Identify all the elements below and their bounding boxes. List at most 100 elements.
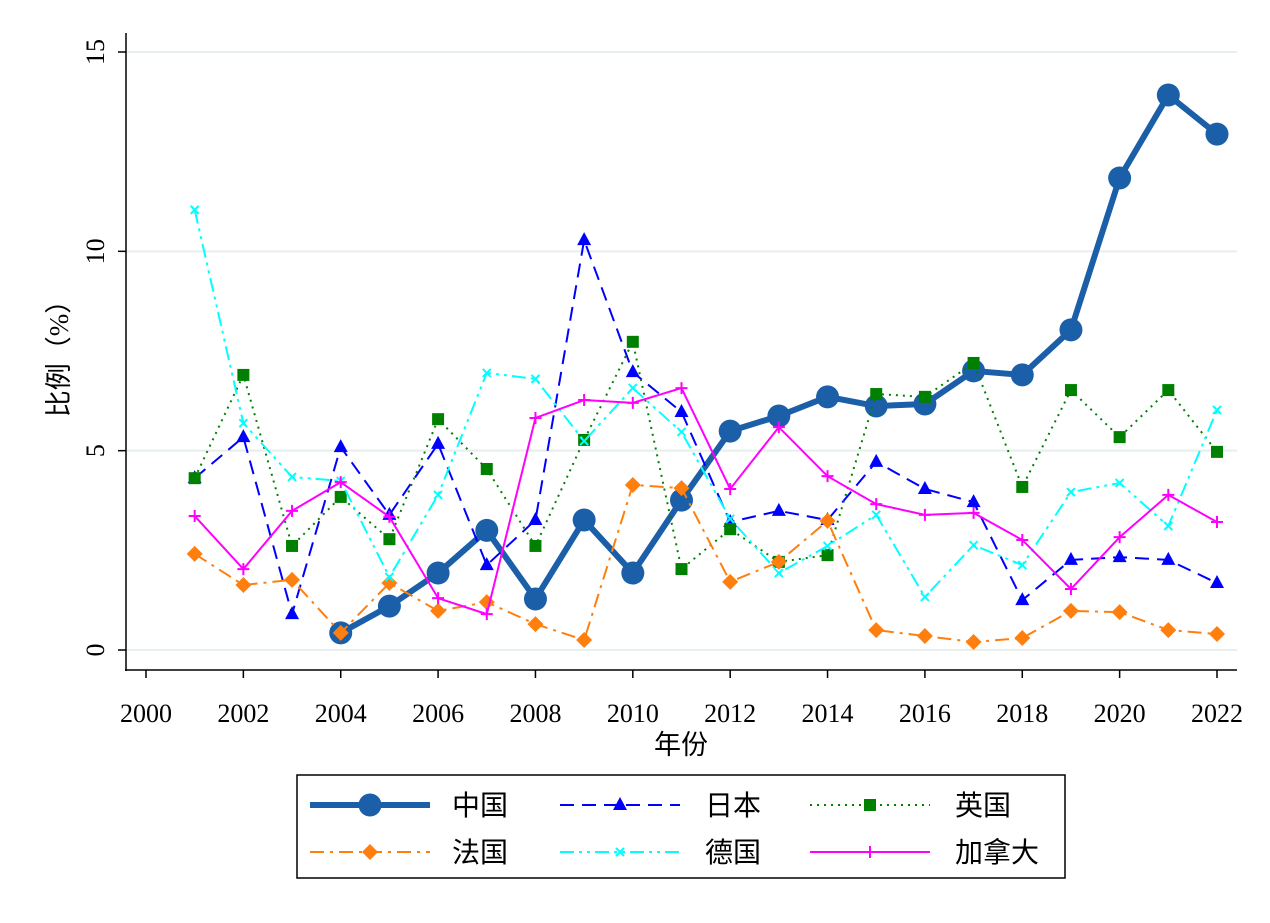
axes [125,33,1237,671]
marker-triangle [613,797,627,810]
series-group [186,83,1229,651]
marker-square [870,388,883,401]
marker-plus [675,382,688,395]
marker-x [628,383,638,393]
marker-diamond [1111,604,1128,621]
series-line [193,209,1218,598]
marker-triangle [1112,549,1127,563]
marker-x [384,572,395,582]
marker-plus [237,563,250,576]
marker-triangle [1015,592,1030,606]
marker-diamond [1062,602,1079,619]
marker-circle [767,404,791,428]
marker-x [1066,487,1076,497]
series-line [194,239,1218,616]
x-tick-label: 2014 [802,699,854,728]
marker-x [725,514,735,524]
marker-triangle [528,512,543,526]
marker-plus [188,510,201,523]
x-tick-label: 2018 [996,699,1048,728]
marker-diamond [381,575,398,592]
marker-diamond [1209,626,1225,643]
legend-item: 德国 [560,837,761,869]
marker-circle [1010,363,1034,387]
x-tick-label: 2002 [217,699,269,728]
marker-triangle [771,502,786,516]
marker-square [724,523,737,536]
marker-triangle [1063,551,1078,565]
marker-diamond [819,512,836,529]
marker-square [864,799,876,811]
marker-x [615,847,625,857]
marker-square [383,533,396,546]
marker-x [287,472,297,482]
y-tick-label: 0 [81,644,110,657]
legend-label: 中国 [452,790,508,822]
marker-square [1113,431,1126,444]
marker-triangle [625,364,640,378]
marker-square [432,413,445,426]
series-3 [186,476,1225,651]
marker-plus [432,592,445,605]
marker-diamond [722,573,739,590]
marker-plus [772,421,785,434]
series-line [194,483,1218,644]
y-tick-label: 15 [81,39,110,65]
marker-triangle [577,232,592,246]
marker-diamond [527,616,544,633]
marker-plus [821,470,834,483]
marker-diamond [478,594,495,611]
marker-plus [1016,533,1029,546]
marker-triangle [1161,551,1176,565]
marker-triangle [674,403,689,417]
marker-square [1162,384,1175,397]
legend-item: 英国 [810,790,1011,822]
marker-triangle [479,557,494,571]
marker-diamond [770,553,787,570]
marker-square [188,472,201,485]
x-tick-label: 2008 [509,699,561,728]
marker-diamond [284,571,301,588]
series-2 [188,335,1223,576]
marker-diamond [362,844,378,860]
series-line [339,92,1219,636]
marker-circle [718,419,742,443]
x-tick-label: 2000 [120,699,172,728]
series-1 [187,232,1224,620]
marker-diamond [868,622,885,639]
marker-plus [724,482,737,495]
x-tick-label: 2006 [412,699,464,728]
marker-plus [967,506,980,519]
marker-diamond [1014,630,1031,647]
marker-x [774,568,784,578]
marker-square [480,463,493,476]
marker-circle [523,587,547,611]
marker-plus [1113,531,1126,544]
marker-x [530,374,541,384]
marker-circle [1108,166,1132,190]
marker-x [189,205,200,215]
marker-square [1211,445,1223,458]
marker-x [433,490,443,500]
marker-circle [816,385,840,409]
legend-item: 加拿大 [810,837,1039,869]
series-5 [188,382,1223,621]
x-tick-label: 2010 [607,699,659,728]
marker-x [871,510,881,520]
legend-label: 德国 [705,837,761,869]
marker-plus [870,498,883,511]
marker-square [967,356,980,369]
marker-square [821,549,834,562]
marker-x [920,592,930,602]
legend-item: 日本 [560,790,761,822]
legend-label: 英国 [955,790,1011,822]
y-tick-label: 10 [81,238,110,264]
marker-diamond [430,602,447,619]
marker-plus [480,608,493,621]
marker-x [1017,560,1027,570]
marker-diamond [235,577,252,594]
marker-triangle [333,439,348,453]
marker-plus [864,846,876,858]
marker-diamond [1160,622,1177,639]
legend-item: 中国 [310,790,508,822]
